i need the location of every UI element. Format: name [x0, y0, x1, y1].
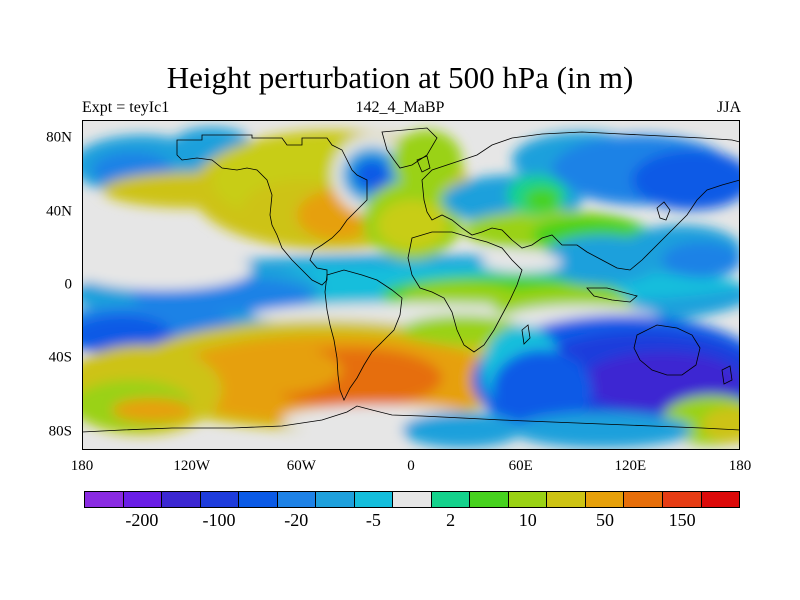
- lat-tick-label: 40N: [46, 203, 72, 220]
- coastline-south-america: [324, 269, 403, 401]
- map-frame: [82, 120, 740, 450]
- contour-region: [524, 188, 560, 212]
- contour-region: [112, 398, 192, 422]
- colorbar-swatch: [585, 492, 625, 507]
- coastline-australia: [633, 324, 701, 376]
- colorbar-tick-label: 150: [668, 510, 696, 530]
- period-label: 142_4_MaBP: [355, 99, 445, 116]
- lon-tick-label: 120W: [173, 458, 210, 474]
- coastline-greenland: [381, 127, 438, 169]
- colorbar-swatch: [624, 492, 663, 507]
- coastline-africa: [407, 231, 523, 353]
- contour-region: [377, 200, 447, 250]
- colorbar-swatch: [239, 492, 278, 507]
- colorbar-swatch: [277, 492, 317, 507]
- lon-tick-label: 120E: [614, 458, 647, 474]
- contour-region: [492, 350, 592, 430]
- lat-tick-label: 40S: [48, 349, 72, 366]
- colorbar-swatch: [200, 492, 240, 507]
- colorbar-tick-label: -5: [365, 510, 381, 530]
- colorbar-swatch: [85, 492, 124, 507]
- colorbar-swatch: [662, 492, 702, 507]
- colorbar-swatch: [162, 492, 201, 507]
- experiment-label: Expt = teyIc1: [82, 99, 170, 116]
- lon-tick-label: 60W: [286, 458, 316, 474]
- coastline-madagascar: [521, 324, 531, 345]
- colorbar-swatch: [701, 492, 740, 507]
- coastline-north-america: [176, 134, 368, 286]
- coastline-japan: [656, 201, 671, 221]
- map-panel: [82, 120, 740, 450]
- lon-tick-label: 60E: [508, 458, 533, 474]
- lon-tick-label: 180: [70, 458, 94, 474]
- colorbar-swatch: [123, 492, 163, 507]
- contour-region: [354, 159, 390, 191]
- colorbar-tick-label: 2: [446, 510, 456, 530]
- height-field: [82, 127, 740, 448]
- contour-region: [402, 412, 522, 448]
- season-label: JJA: [716, 99, 741, 116]
- colorbar-swatch: [547, 492, 586, 507]
- contour-region: [512, 412, 692, 448]
- colorbar-tick-label: -100: [202, 510, 236, 530]
- contour-region: [662, 242, 740, 278]
- colorbar-swatch: [431, 492, 471, 507]
- lat-tick-label: 0: [64, 276, 73, 293]
- lat-tick-label: 80S: [48, 423, 72, 440]
- colorbar: [84, 491, 740, 508]
- colorbar-tick-label: 10: [518, 510, 537, 530]
- colorbar-tick-label: -20: [284, 510, 309, 530]
- plot-title: Height perturbation at 500 hPa (in m): [166, 60, 634, 95]
- colorbar-swatch: [393, 492, 432, 507]
- lon-tick-label: 0: [407, 458, 415, 474]
- colorbar-swatch: [316, 492, 355, 507]
- colorbar-swatch: [354, 492, 394, 507]
- lon-tick-label: 180: [728, 458, 752, 474]
- contour-region: [482, 252, 562, 272]
- contour-region: [402, 315, 522, 345]
- coastline-indonesia: [586, 287, 638, 303]
- colorbar-swatch: [508, 492, 548, 507]
- coastline-uk: [416, 155, 431, 173]
- colorbar-tick-label: -200: [125, 510, 159, 530]
- lat-tick-label: 80N: [46, 129, 72, 146]
- coastline-new-zealand: [721, 365, 733, 385]
- colorbar-tick-label: 50: [595, 510, 614, 530]
- coastlines: [82, 127, 740, 433]
- coastline-antarctica: [82, 405, 740, 433]
- coastline-eurasia: [421, 131, 740, 271]
- contour-region: [82, 315, 172, 355]
- contour-region: [632, 150, 740, 210]
- contour-region: [182, 345, 342, 395]
- contour-region: [392, 130, 462, 190]
- contour-map: [82, 120, 740, 450]
- contour-region: [82, 250, 252, 290]
- colorbar-swatch: [470, 492, 509, 507]
- contour-region: [702, 407, 740, 443]
